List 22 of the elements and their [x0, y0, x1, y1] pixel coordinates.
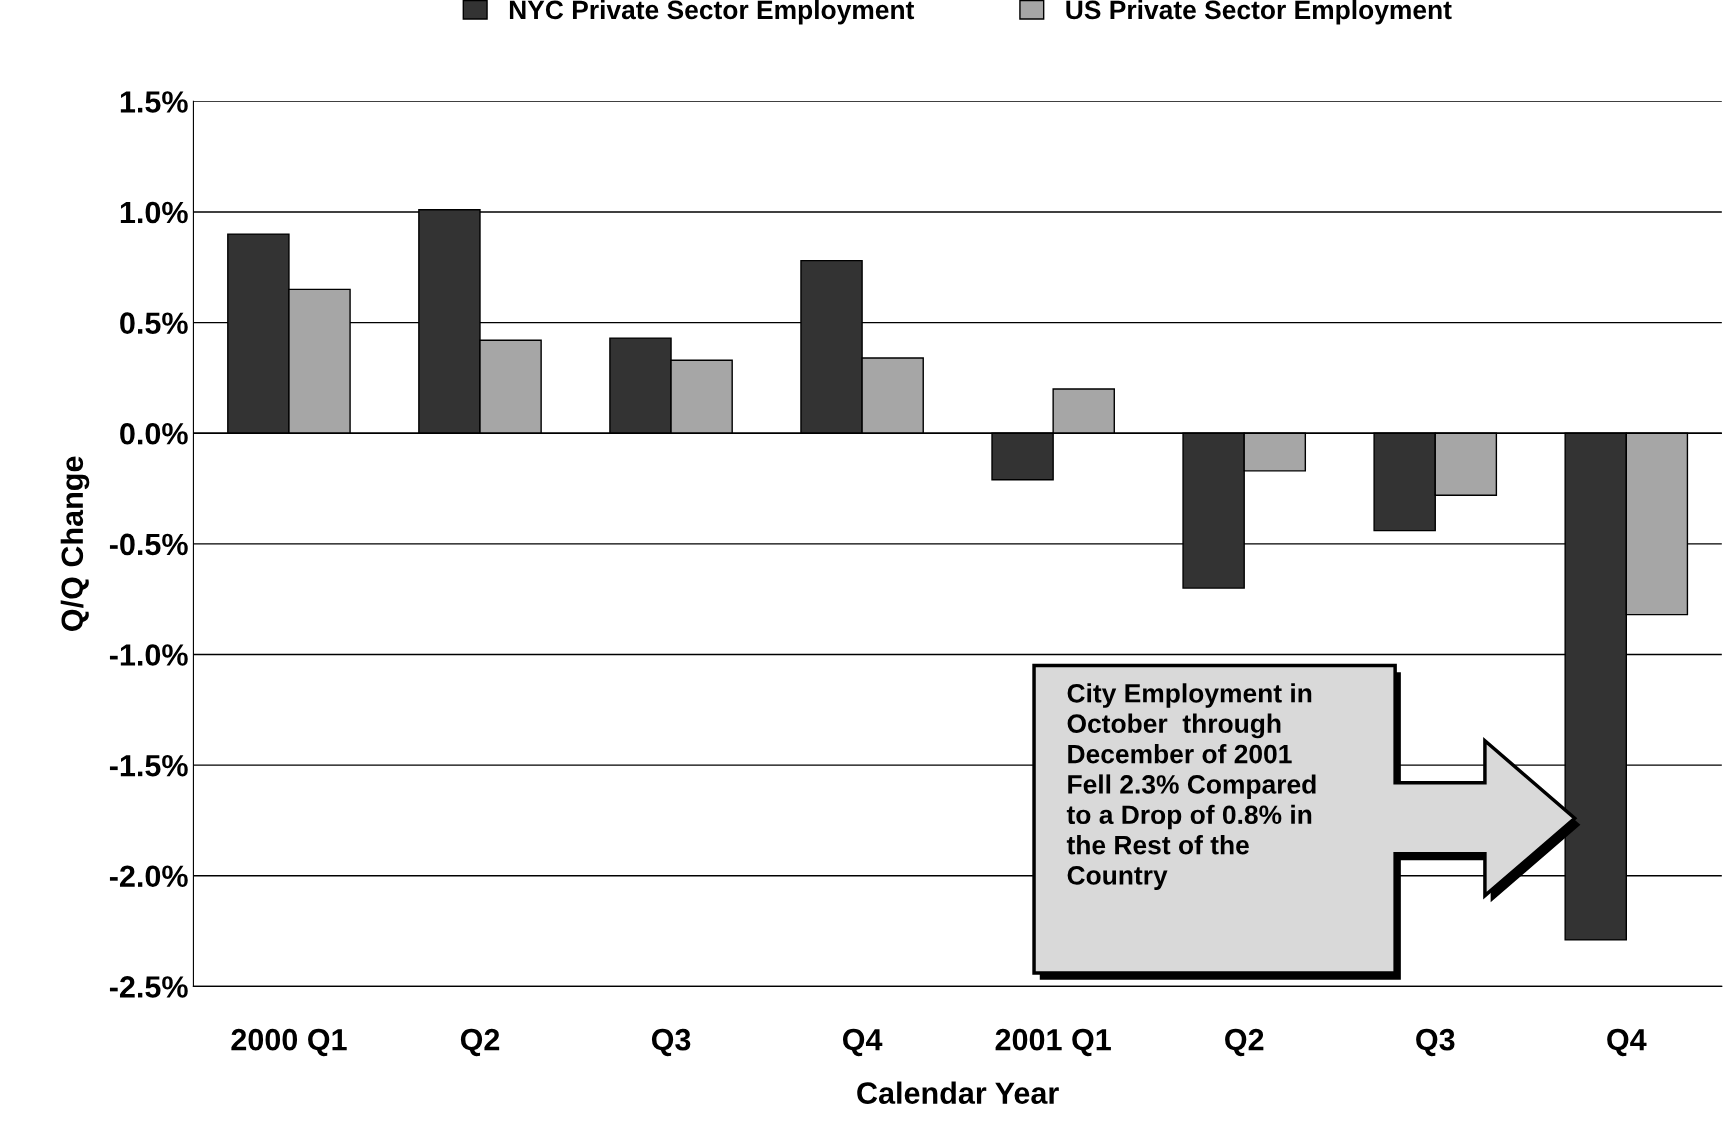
x-tick-label: 2001 Q1: [995, 1028, 1111, 1057]
x-tick-label: Q3: [1416, 1028, 1455, 1057]
legend-label: US Private Sector Employment: [1066, 0, 1452, 25]
y-tick-label: 0.5%: [120, 312, 188, 334]
y-tick-label: -0.5%: [109, 533, 188, 556]
y-tick-label: -1.5%: [109, 754, 188, 777]
y-tick-label: -2.0%: [109, 865, 188, 888]
y-axis-title: Q/Q Change: [60, 456, 90, 631]
x-tick-label: Q2: [1225, 1028, 1264, 1057]
y-tick-label: 0.0%: [120, 422, 188, 445]
x-tick-label: Q4: [842, 1028, 883, 1057]
y-tick-label: 1.5%: [120, 91, 188, 113]
x-axis-title: Calendar Year: [857, 1081, 1059, 1104]
x-tick-label: Q2: [460, 1028, 500, 1057]
y-tick-label: -1.0%: [109, 644, 188, 666]
x-tick-label: Q4: [1607, 1028, 1647, 1057]
annotation: City Employment in October through December of 2001 Fell 2.3% Compared to a Drop of 0.8% in the Rest of the Country: [1066, 683, 1316, 890]
y-tick-label: 1.0%: [120, 201, 188, 224]
x-tick-label: 2000 Q1: [231, 1028, 347, 1057]
legend-label: NYC Private Sector Employment: [509, 0, 915, 25]
x-tick-label: Q3: [651, 1028, 691, 1057]
y-tick-label: -2.5%: [109, 976, 188, 998]
